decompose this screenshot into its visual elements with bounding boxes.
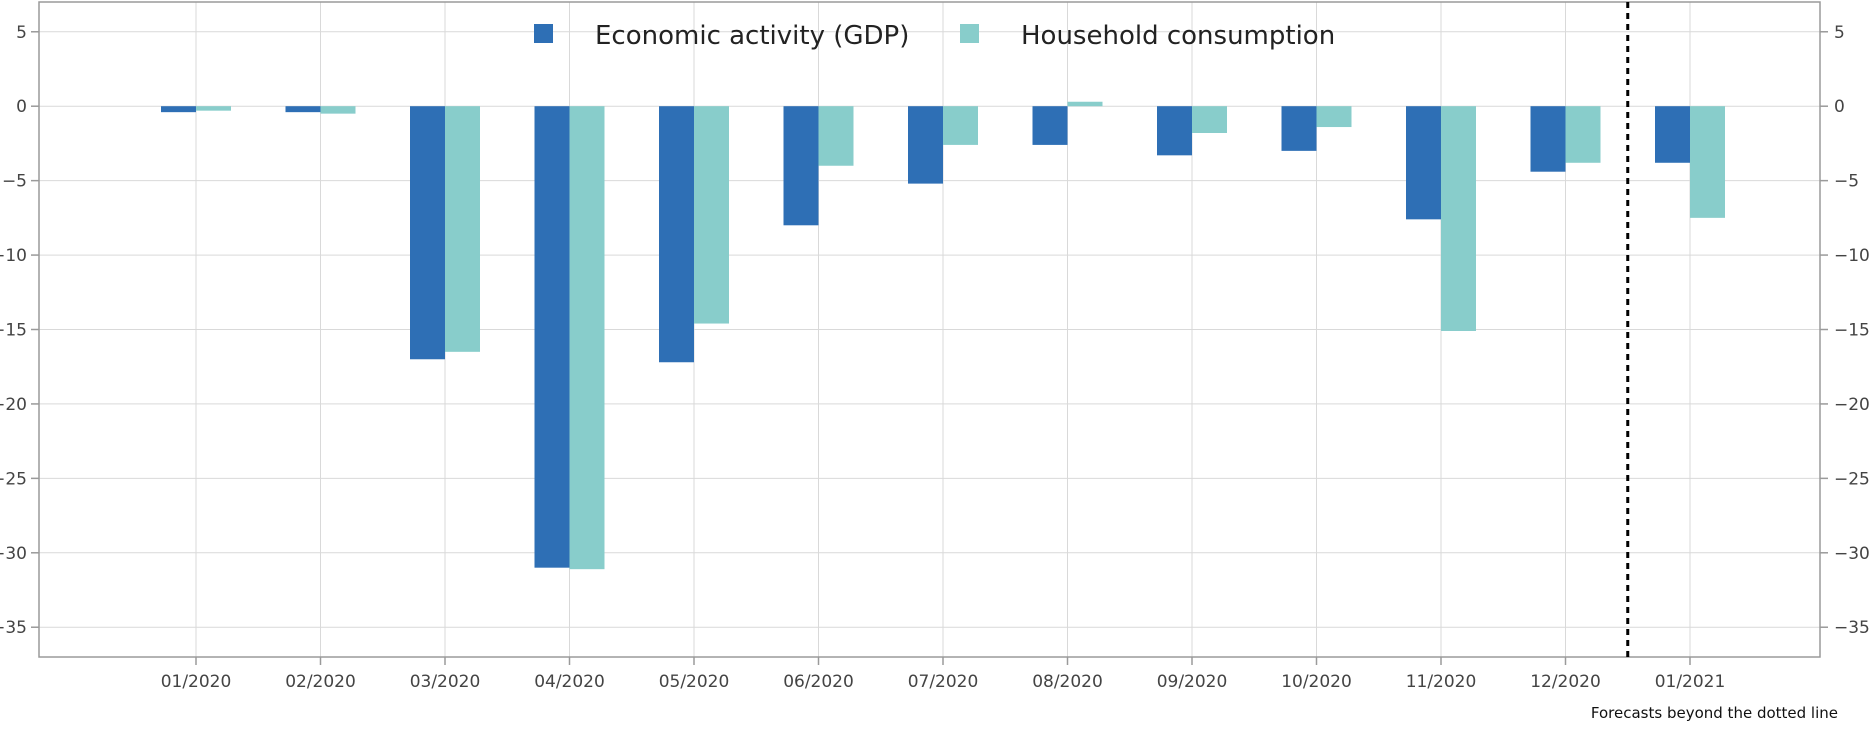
- y-tick-label-right: −30: [1834, 544, 1870, 564]
- bar-gdp: [659, 106, 694, 363]
- bar-household-consumption: [1690, 106, 1725, 218]
- bar-gdp: [161, 106, 196, 113]
- bar-household-consumption: [818, 106, 854, 166]
- bar-gdp: [1032, 106, 1068, 145]
- x-tick-label: 09/2020: [1157, 672, 1228, 692]
- x-tick-label: 03/2020: [410, 672, 481, 692]
- bar-household-consumption: [943, 106, 978, 145]
- bar-household-consumption: [1441, 106, 1476, 331]
- y-tick-label-left: −25: [0, 469, 27, 489]
- bar-household-consumption: [1316, 106, 1352, 128]
- x-tick-label: 01/2021: [1655, 672, 1726, 692]
- bar-gdp: [908, 106, 943, 184]
- y-tick-label-right: −20: [1834, 395, 1870, 415]
- y-tick-label-right: −35: [1834, 618, 1870, 638]
- bar-gdp: [285, 106, 321, 113]
- bar-household-consumption: [445, 106, 480, 352]
- bar-gdp: [1406, 106, 1441, 220]
- bar-household-consumption: [196, 106, 231, 111]
- x-tick-label: 10/2020: [1281, 672, 1352, 692]
- bar-household-consumption: [320, 106, 356, 114]
- bar-household-consumption: [569, 106, 605, 570]
- legend-label-gdp: Economic activity (GDP): [595, 21, 909, 51]
- x-tick-label: 06/2020: [783, 672, 854, 692]
- x-tick-label: 01/2020: [161, 672, 232, 692]
- y-axis-right: 5 0 −5 −10 −15 −20 −25 −30 −35: [1820, 23, 1870, 638]
- x-axis: 01/2020 02/2020 03/2020 04/2020 05/2020 06/20…: [161, 657, 1726, 692]
- x-tick-label: 05/2020: [659, 672, 730, 692]
- bar-household-consumption: [1192, 106, 1227, 133]
- x-tick-label: 07/2020: [908, 672, 979, 692]
- x-tick-label: 08/2020: [1032, 672, 1103, 692]
- y-axis-left: 5 0 −5 −10 −15 −20 −25 −30 −35: [0, 23, 39, 638]
- bars: [161, 101, 1725, 570]
- x-tick-label: 12/2020: [1530, 672, 1601, 692]
- y-tick-label-right: 0: [1834, 97, 1845, 117]
- y-tick-label-left: −30: [0, 544, 27, 564]
- y-tick-label-right: −15: [1834, 321, 1870, 341]
- bar-gdp: [1281, 106, 1317, 151]
- grid-lines: [39, 2, 1820, 657]
- y-tick-label-left: 0: [16, 97, 27, 117]
- forecast-annotation: Forecasts beyond the dotted line: [1591, 704, 1838, 722]
- bar-household-consumption: [1565, 106, 1601, 163]
- y-tick-label-left: −15: [0, 321, 27, 341]
- legend-swatch-gdp: [534, 24, 553, 43]
- y-tick-label-left: −20: [0, 395, 27, 415]
- y-tick-label-left: 5: [16, 23, 27, 43]
- bar-gdp: [1655, 106, 1690, 163]
- bar-household-consumption: [1067, 101, 1103, 107]
- x-tick-label: 02/2020: [285, 672, 356, 692]
- x-tick-label: 04/2020: [534, 672, 605, 692]
- bar-gdp: [1157, 106, 1192, 156]
- y-tick-label-right: −5: [1834, 172, 1859, 192]
- bar-gdp: [534, 106, 570, 568]
- y-tick-label-right: 5: [1834, 23, 1845, 43]
- y-tick-label-right: −25: [1834, 469, 1870, 489]
- legend-swatch-household-consumption: [960, 24, 979, 43]
- legend-label-household-consumption: Household consumption: [1021, 21, 1335, 51]
- x-tick-label: 11/2020: [1406, 672, 1477, 692]
- bar-gdp: [1530, 106, 1566, 172]
- y-tick-label-left: −5: [2, 172, 27, 192]
- bar-gdp: [783, 106, 819, 226]
- bar-gdp: [410, 106, 445, 360]
- y-tick-label-left: −10: [0, 246, 27, 266]
- y-tick-label-right: −10: [1834, 246, 1870, 266]
- bar-household-consumption: [694, 106, 729, 324]
- legend: Economic activity (GDP) Household consump…: [534, 21, 1335, 51]
- y-tick-label-left: −35: [0, 618, 27, 638]
